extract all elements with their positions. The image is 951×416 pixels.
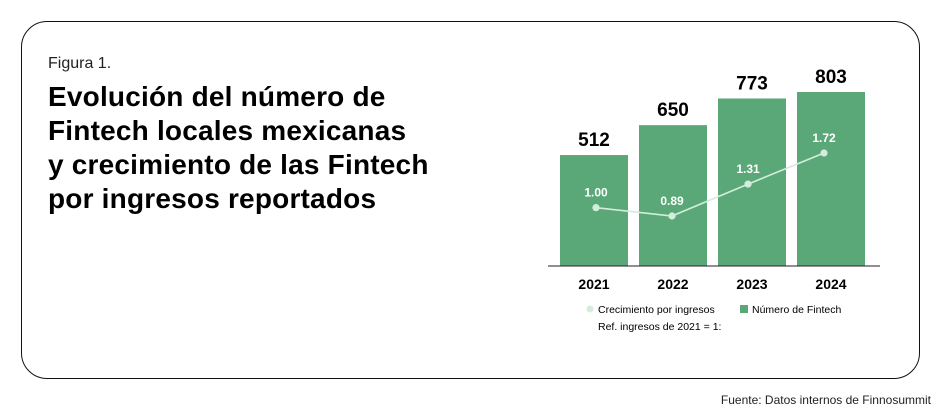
bar-value-label-2023: 773 xyxy=(736,74,768,95)
figure-title: Evolución del número de Fintech locales … xyxy=(48,80,508,216)
legend-label-growth: Crecimiento por ingresos xyxy=(598,304,715,316)
growth-value-label-2022: 0.89 xyxy=(660,194,684,208)
growth-value-label-2024: 1.72 xyxy=(812,131,836,145)
figure-label: Figura 1. xyxy=(48,55,112,72)
bar-value-label-2022: 650 xyxy=(657,100,689,121)
title-line-3: y crecimiento de las Fintech xyxy=(48,149,429,180)
x-tick-label-2021: 2021 xyxy=(578,276,609,292)
bar-2024 xyxy=(797,92,865,266)
growth-point-2024 xyxy=(820,149,828,157)
x-tick-label-2023: 2023 xyxy=(736,276,767,292)
legend-label-fintech: Número de Fintech xyxy=(752,304,841,316)
legend-marker-fintech xyxy=(740,305,748,313)
title-line-4: por ingresos reportados xyxy=(48,183,377,214)
x-tick-label-2024: 2024 xyxy=(815,276,846,292)
growth-point-2021 xyxy=(592,204,600,212)
growth-point-2022 xyxy=(668,212,676,220)
source-note: Fuente: Datos internos de Finnosummit xyxy=(720,393,931,407)
fintech-chart: 512 2021 650 2022 773 2023 803 2024 1.00 0.89 1.31… xyxy=(548,67,880,333)
x-tick-label-2022: 2022 xyxy=(657,276,688,292)
title-line-1: Evolución del número de xyxy=(48,81,386,112)
legend-marker-growth xyxy=(586,305,594,313)
bar-2022 xyxy=(639,125,707,267)
legend-note: Ref. ingresos de 2021 = 1: xyxy=(598,321,721,333)
title-line-2: Fintech locales mexicanas xyxy=(48,115,407,146)
growth-value-label-2021: 1.00 xyxy=(584,186,608,200)
growth-value-label-2023: 1.31 xyxy=(736,162,760,176)
bar-value-label-2024: 803 xyxy=(815,67,847,88)
bar-value-label-2021: 512 xyxy=(578,130,610,151)
growth-point-2023 xyxy=(744,180,752,188)
growth-line xyxy=(595,152,825,217)
